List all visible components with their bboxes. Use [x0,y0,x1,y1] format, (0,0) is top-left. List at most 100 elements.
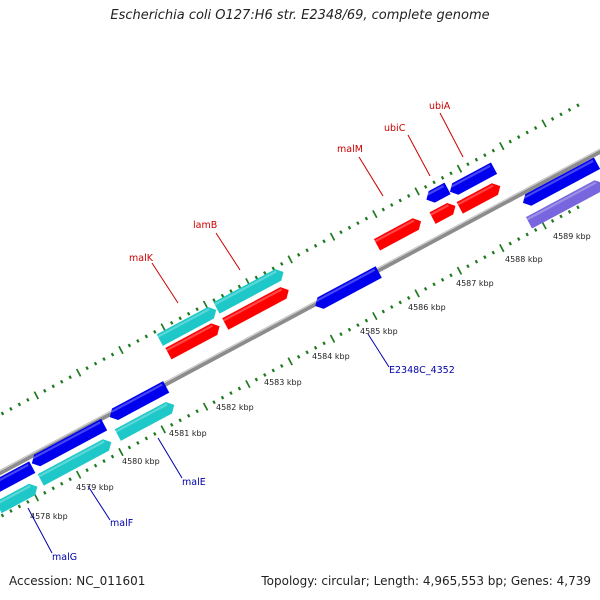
gene-body [373,218,422,251]
tick-mark [237,386,242,391]
tick-mark [26,397,30,402]
gene-label-top: malK [129,253,154,264]
tick-mark [533,126,538,130]
gene-label-bottom: malG [52,552,77,563]
gene-label-bottom: malE [182,477,206,488]
tick-mark [322,239,326,244]
kbp-label: 4588 kbp [505,255,543,264]
tick-mark [456,266,463,275]
accession-text: Accession: NC_011601 [9,574,146,588]
gene-shine [110,383,163,413]
gene-body [31,418,108,467]
tick-mark [9,509,13,513]
tick-mark [220,395,225,400]
kbp-label: 4584 kbp [312,352,350,361]
kbp-label: 4581 kbp [169,429,207,438]
tick-mark [508,139,512,144]
tick-mark [43,388,47,393]
tick-mark [280,363,284,368]
gene-shine [157,308,210,338]
gene-label-top: ubiC [384,123,406,134]
gene-shine [523,159,594,199]
gene-body [156,306,217,346]
kbp-label: 4585 kbp [360,327,398,336]
gene-shine [316,268,376,302]
tick-mark [390,203,394,207]
tick-mark [136,339,140,343]
tick-mark [576,205,580,210]
tick-mark [483,255,487,260]
tick-mark [271,266,276,271]
gene-shine [427,185,445,196]
gene-label-top: lamB [193,220,217,231]
tick-mark [85,366,89,371]
tick-mark [254,377,259,382]
kbp-label: 4589 kbp [553,232,591,241]
gene-body [165,323,220,360]
tick-mark [178,418,182,423]
kbp-label: 4578 kbp [30,512,68,521]
tick-mark [449,171,453,176]
label-leader-line [367,333,390,368]
gene-shine [166,324,213,352]
tick-mark [329,334,336,343]
gene-arrow [165,323,220,360]
gene-shine [38,440,105,478]
tick-mark [313,345,318,350]
tick-mark [491,250,496,255]
gene-arrow [315,266,382,309]
gene-shine [526,181,597,221]
tick-mark [516,237,521,241]
tick-mark [423,286,428,291]
tick-mark [305,248,309,253]
genome-backbone [0,148,600,476]
gene-body [37,439,112,486]
tick-mark [144,436,149,441]
gene-shine [374,219,415,243]
tick-mark [550,116,555,121]
gene-arrow [426,182,451,203]
tick-mark [271,368,276,373]
tick-mark [364,318,369,323]
tick-mark [339,230,343,235]
tick-mark [263,271,267,275]
gene-body [522,157,600,206]
tick-mark [525,232,529,237]
tick-mark [9,407,13,411]
tick-mark [169,320,174,325]
tick-mark [237,284,242,289]
label-leader-line [358,156,384,197]
gene-body [525,180,600,229]
tick-mark [212,400,216,405]
gene-arrow [0,483,38,514]
tick-mark [456,164,463,173]
tick-mark [347,327,352,332]
label-leader-line [407,134,431,177]
gene-shine [457,184,494,206]
tick-mark [118,345,124,355]
map-title: Escherichia coli O127:H6 str. E2348/69, … [110,8,490,23]
tick-mark [254,275,259,280]
tick-mark [59,379,64,384]
kbp-label: 4583 kbp [264,378,302,387]
label-leader-line [215,232,241,271]
tick-mark [17,504,22,509]
gene-body [426,182,451,203]
kbp-label: 4580 kbp [122,457,160,466]
tick-mark [466,162,470,167]
tick-mark [202,300,209,309]
gene-label-bottom: E2348C_4352 [389,365,455,376]
gene-body [109,381,170,421]
gene-arrow [0,461,36,492]
gene-shine [222,288,283,322]
gene-shine [214,270,277,306]
gene-arrow [429,202,456,224]
gene-shine [32,421,101,460]
gene-shine [430,204,449,216]
gene-body [213,269,284,314]
tick-mark [220,293,225,298]
tick-mark [229,391,233,396]
kbp-label: 4579 kbp [76,483,114,492]
tick-mark [406,296,411,300]
